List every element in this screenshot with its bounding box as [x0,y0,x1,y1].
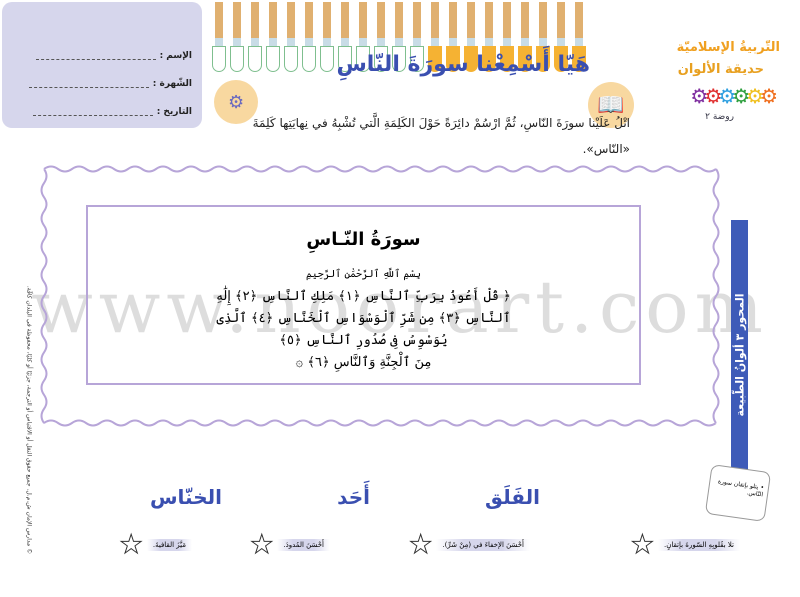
basmala: بِسْمِ ٱللَّهِ ٱلرَّحْمَٰنِ ٱلرَّحِيمِ [305,269,421,280]
paintbrush-icon [374,2,388,74]
word-option[interactable]: الخنّاس [149,485,222,509]
month-row: الشّهرة : [2,70,192,98]
star-icon[interactable]: ★ [119,530,143,560]
surah-name: سورَةُ النّـاسِ [306,229,421,250]
palette-gears-icon: ⚙⚙⚙⚙⚙⚙ [690,84,778,108]
quran-stand-icon: 📖 [588,82,634,128]
paintbrush-icon [230,2,244,74]
date-row: التاريخ : [2,98,192,126]
paintbrush-icon [248,2,262,74]
wavy-frame [40,165,720,427]
month-label: الشّهرة : [152,79,192,89]
criterion: أَحْسَنَ الإخفاءَ في (مِنْ شَرِّ). ★ [409,530,530,560]
criterion-label: أَحْسَنَ المُدودَ. [277,539,330,551]
logo: حديقة الألوان ⚙⚙⚙⚙⚙⚙ روضة ٢ [659,62,784,157]
paintbrush-icon [392,2,406,74]
paintbrush-icon [446,2,460,74]
verse-line: ﴿ قُلْ أَعُوذُ بِرَبِّ ٱلنَّاسِ ﴿١﴾ مَلِ… [216,289,511,304]
date-field[interactable] [32,108,153,116]
logo-name: حديقة الألوان [677,62,764,77]
unit-side-tab: المحور ٣ ألوانُ الطّبيعة [731,220,748,490]
star-icon[interactable]: ★ [630,530,655,560]
student-info-panel: الإسم : الشّهرة : التاريخ : [2,2,202,128]
subject-title: التّربيةُ الإسلاميّة [676,40,780,55]
paintbrush-icon [284,2,298,74]
name-label: الإسم : [159,51,192,61]
verse-line: مِنَ ٱلْجِنَّةِ وَٱلنَّاسِ ﴿٦﴾ ۞ [295,355,432,370]
unit-label: المحور ٣ ألوانُ الطّبيعة [733,293,746,417]
paintbrush-icon [410,2,424,74]
wavy-border [40,165,720,427]
name-row: الإسم : [2,42,192,70]
paintbrush-icon [320,2,334,74]
paintbrush-border [212,2,592,74]
criterion: مَيَّزَ القافيةَ. ★ [119,530,192,560]
instruction-text: اتْلُ عَلَيْنا سورَةَ النّاسِ، ثُمَّ ارْ… [252,116,630,156]
paintbrush-icon [518,2,532,74]
paintbrush-icon [356,2,370,74]
verse-line: ٱلنَّاسِ ﴿٣﴾ مِن شَرِّ ٱلْوَسْوَاسِ ٱلْخ… [216,311,511,326]
word-option[interactable]: الفَلَق [485,485,540,509]
month-field[interactable] [28,80,149,88]
paintbrush-icon [302,2,316,74]
gear-icon: ⚙ [214,80,258,124]
objective-tag: • يتلو بإتقان سورة النّاس. [704,464,772,522]
paintbrush-icon [482,2,496,74]
paintbrush-icon [536,2,550,74]
criterion: أَحْسَنَ المُدودَ. ★ [250,530,330,560]
copyright-text: © مدارس الإمان ش.م.ل. جميع حقوق النقل أو… [25,285,33,555]
star-icon[interactable]: ★ [409,530,433,560]
paintbrush-icon [428,2,442,74]
criterion-label: أَحْسَنَ الإخفاءَ في (مِنْ شَرِّ). [436,539,530,551]
paintbrush-icon [554,2,568,74]
paintbrush-icon [338,2,352,74]
criterion: تلا بقُلوبِهِ السّورةَ بإتقانٍ. ★ [630,530,740,560]
date-label: التاريخ : [156,107,192,117]
verse-line: يُوَسْوِسُ فِى صُدُورِ ٱلنَّاسِ ﴿٥﴾ [279,333,448,348]
criterion-label: تلا بقُلوبِهِ السّورةَ بإتقانٍ. [658,539,740,551]
name-field[interactable] [35,52,156,60]
criterion-label: مَيَّزَ القافيةَ. [146,539,192,551]
paintbrush-icon [500,2,514,74]
copyright: © مدارس الإمان ش.م.ل. جميع حقوق النقل أو… [22,260,36,580]
surah-box: سورَةُ النّـاسِ بِسْمِ ٱللَّهِ ٱلرَّحْمَ… [86,205,641,385]
page-title: هَيّا أَسْمِعْنا سورَةَ النّاسِ [336,52,590,77]
word-option[interactable]: أَحَد [337,485,370,509]
paintbrush-icon [572,2,586,74]
paintbrush-icon [212,2,226,74]
logo-level: روضة ٢ [705,112,734,122]
star-icon[interactable]: ★ [250,530,274,560]
paintbrush-icon [266,2,280,74]
paintbrush-icon [464,2,478,74]
